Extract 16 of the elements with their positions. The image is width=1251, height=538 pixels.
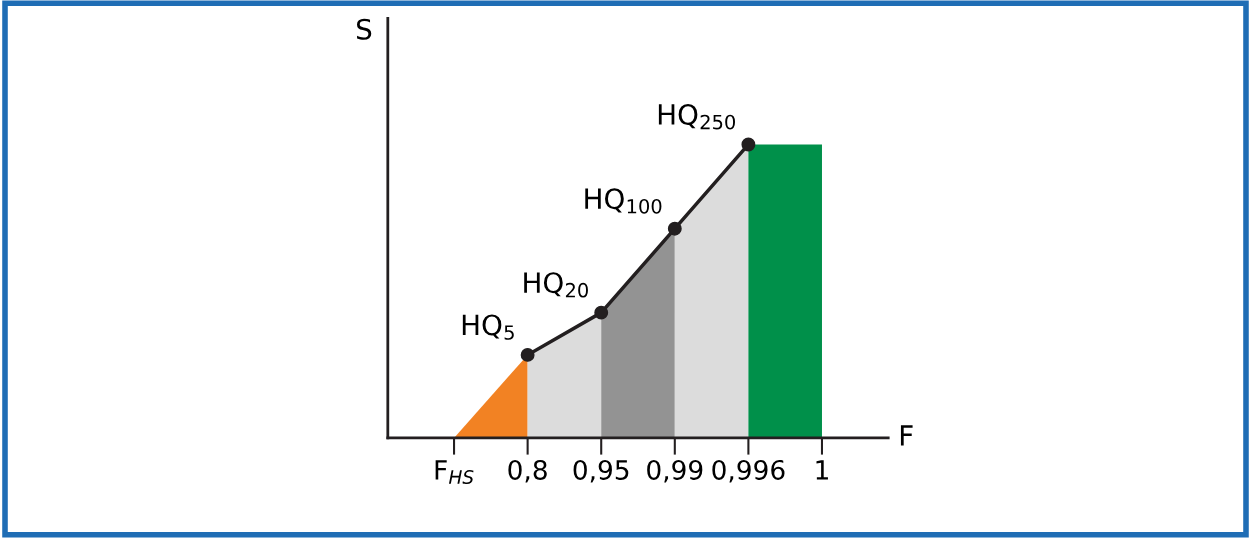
x-tick-label: F$_{HS}$ (435, 460, 474, 485)
annotation: HQ$_{20}$ (524, 272, 588, 298)
x-tick-label: 0,95 (573, 459, 629, 483)
annotation: HQ$_{250}$ (658, 103, 736, 130)
point (594, 305, 609, 320)
point (520, 347, 535, 362)
x-tick-label: 0,996 (712, 459, 785, 483)
annotation: HQ$_{100}$ (585, 188, 662, 214)
x-tick-label: 0,99 (647, 459, 703, 483)
annotation: HQ$_{5}$ (462, 314, 514, 340)
x-tick-label: 1 (816, 460, 828, 480)
x-tick-label: 0,8 (508, 459, 547, 483)
y-axis-title: S (357, 18, 372, 40)
point (741, 137, 756, 152)
point (667, 221, 682, 236)
x-axis-title: F (900, 425, 913, 446)
